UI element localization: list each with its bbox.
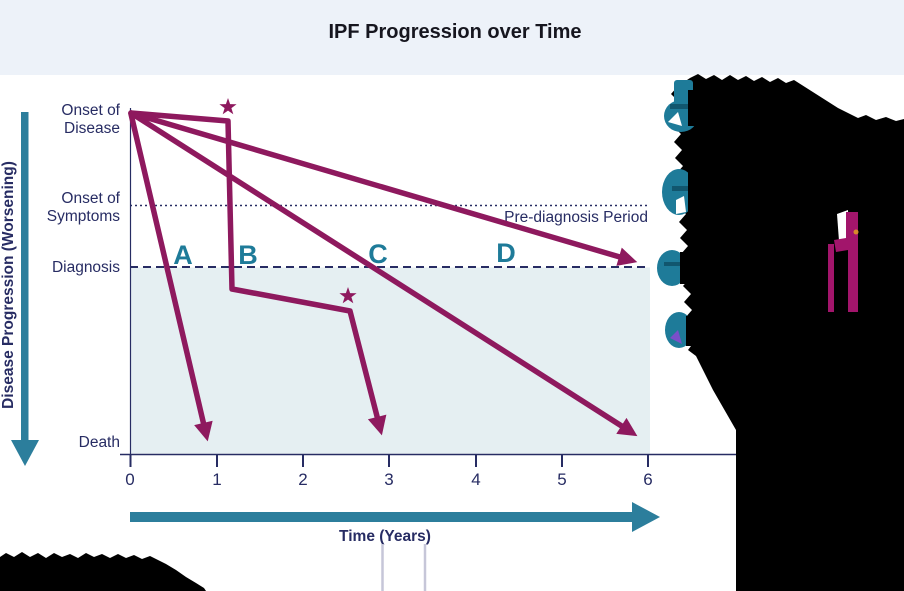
pre-diagnosis-period-label: Pre-diagnosis Period (504, 209, 648, 226)
legend-icon-b (662, 169, 702, 215)
curve-label-d: D (496, 238, 516, 268)
curve-letters: A B C D (173, 238, 516, 270)
curve-label-a: A (173, 240, 193, 270)
arrow-shaft (21, 112, 29, 442)
legend-icon-c (657, 250, 692, 286)
label-onset-of-disease-1: Onset of (61, 102, 120, 119)
page-title: IPF Progression over Time (328, 21, 581, 43)
curve-label-b: B (238, 240, 258, 270)
legend-icon-decline-arrow (828, 210, 859, 312)
legend-icon-d (665, 312, 697, 348)
redaction-blob-right (671, 74, 904, 591)
label-diagnosis: Diagnosis (52, 259, 120, 276)
label-onset-of-symptoms-2: Symptoms (47, 208, 120, 225)
star-icon (339, 287, 357, 304)
y-axis-title: Disease Progression (Worsening) (0, 161, 17, 409)
label-onset-of-symptoms-1: Onset of (61, 190, 120, 207)
tick-3: 3 (384, 470, 393, 489)
post-diagnosis-shaded-region (130, 267, 650, 454)
tick-2: 2 (298, 470, 307, 489)
arrow-down-icon (11, 440, 39, 466)
x-axis-tick-labels: 0 1 2 3 4 5 6 (125, 470, 652, 489)
label-death: Death (79, 434, 120, 451)
tick-1: 1 (212, 470, 221, 489)
y-level-labels: Onset of Disease Onset of Symptoms Diagn… (47, 102, 121, 451)
star-icon (219, 98, 237, 115)
arrow-shaft (130, 512, 632, 522)
x-axis-title: Time (Years) (339, 528, 431, 545)
tick-4: 4 (471, 470, 480, 489)
redaction-blob-citation (0, 552, 206, 591)
tick-0: 0 (125, 470, 134, 489)
acute-event-stars (219, 98, 357, 304)
legend-icon-a (664, 80, 702, 132)
curve-label-c: C (368, 239, 388, 269)
curve-a-line (128, 111, 213, 442)
curve-d-line (128, 110, 638, 266)
tick-5: 5 (557, 470, 566, 489)
x-axis-ticks (129, 454, 649, 467)
label-onset-of-disease-2: Disease (64, 120, 120, 137)
disease-progression-arrow (11, 112, 39, 466)
header-band (0, 0, 904, 75)
time-axis-arrow (130, 502, 660, 532)
tick-6: 6 (643, 470, 652, 489)
curve-b-line (128, 110, 387, 436)
arrow-right-icon (632, 502, 660, 532)
legend-icon-fragments (657, 80, 859, 348)
curve-c-line (128, 110, 638, 437)
